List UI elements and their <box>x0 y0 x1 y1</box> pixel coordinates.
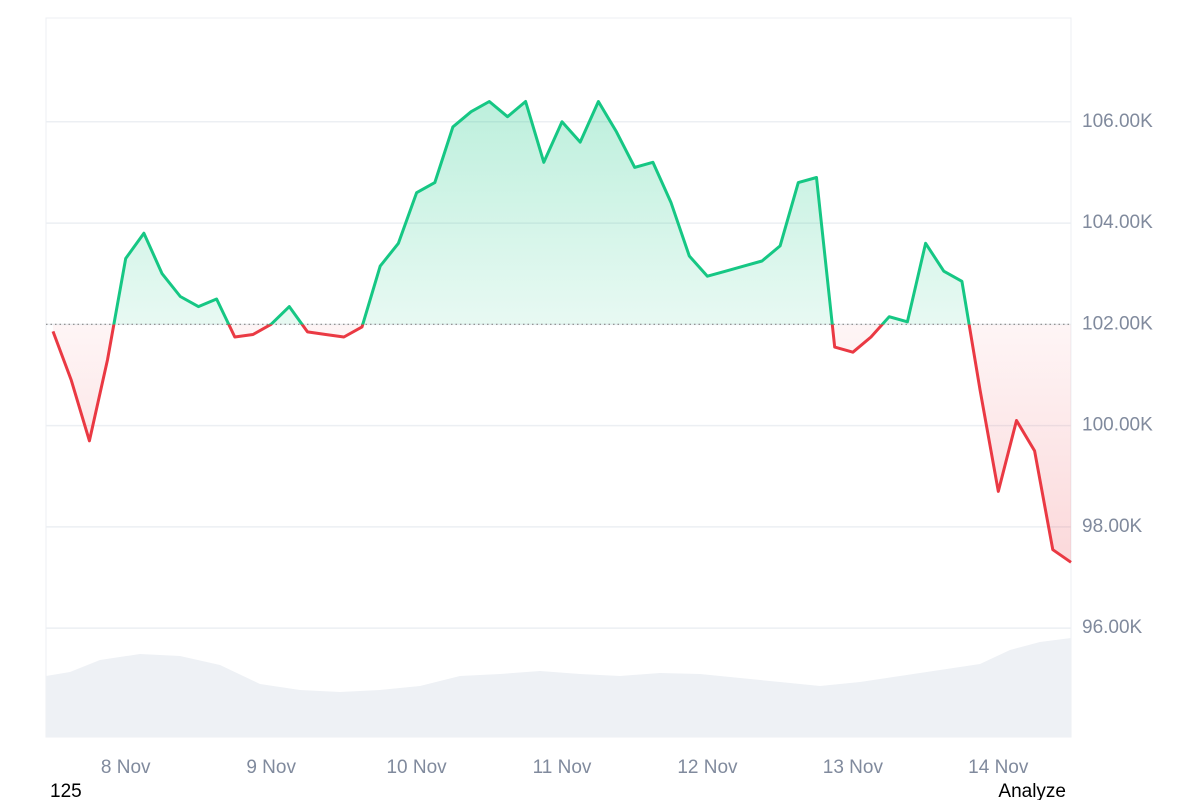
y-tick-label: 98.00K <box>1082 516 1143 537</box>
x-tick-label: 9 Nov <box>246 757 296 778</box>
x-tick-label: 14 Nov <box>968 757 1029 778</box>
x-tick-label: 13 Nov <box>823 757 884 778</box>
plot-frame <box>45 17 1072 738</box>
x-tick-label: 11 Nov <box>533 757 592 778</box>
x-tick-label: 10 Nov <box>386 757 447 778</box>
y-tick-label: 102.00K <box>1082 313 1153 334</box>
footer-right: Analyze <box>998 781 1066 800</box>
volume-area <box>46 638 1071 737</box>
footer-left: 125 <box>50 781 82 800</box>
y-tick-label: 106.00K <box>1082 111 1153 132</box>
x-tick-label: 8 Nov <box>101 757 151 778</box>
y-tick-label: 100.00K <box>1082 415 1153 436</box>
y-tick-label: 104.00K <box>1082 212 1153 233</box>
y-tick-label: 96.00K <box>1082 617 1143 638</box>
x-tick-label: 12 Nov <box>677 757 738 778</box>
price-line <box>51 100 1072 564</box>
price-area <box>53 101 1071 563</box>
